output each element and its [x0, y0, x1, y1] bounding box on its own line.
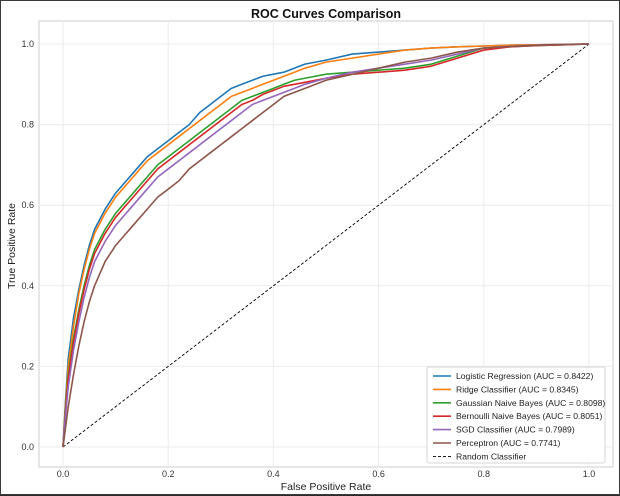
legend-entry: Ridge Classifier (AUC = 0.8345)	[456, 384, 579, 394]
legend-entry: Logistic Regression (AUC = 0.8422)	[456, 371, 593, 381]
legend-entry: SGD Classifier (AUC = 0.7989)	[456, 425, 575, 435]
tick-labels: 0.0 0.2 0.4 0.6 0.8 1.0 0.0 0.2 0.4 0.6 0.8 1.0	[21, 39, 595, 479]
series-line-4	[62, 43, 590, 448]
x-axis-title: False Positive Rate	[281, 481, 372, 493]
x-tick-label: 0.2	[162, 469, 175, 479]
legend-entry: Random Classifier	[456, 451, 526, 461]
series-line-1	[62, 43, 590, 448]
chart-title: ROC Curves Comparison	[251, 7, 401, 21]
y-tick-label: 0.0	[21, 442, 34, 452]
legend-entry: Perceptron (AUC = 0.7741)	[456, 438, 561, 448]
y-tick-label: 0.4	[21, 281, 34, 291]
series-layer	[62, 43, 590, 448]
x-tick-label: 1.0	[583, 469, 596, 479]
x-tick-label: 0.8	[478, 469, 491, 479]
y-axis-title: True Positive Rate	[6, 203, 18, 289]
x-tick-label: 0.6	[372, 469, 385, 479]
series-line-6	[62, 43, 590, 448]
series-line-2	[62, 43, 590, 448]
x-tick-label: 0.0	[57, 469, 70, 479]
series-line-3	[62, 43, 590, 448]
legend-box	[426, 366, 606, 464]
legend-entry: Gaussian Naive Bayes (AUC = 0.8098)	[456, 398, 605, 408]
y-tick-label: 0.2	[21, 361, 34, 371]
y-tick-label: 0.8	[21, 120, 34, 130]
x-tick-label: 0.4	[267, 469, 280, 479]
y-tick-label: 0.6	[21, 200, 34, 210]
legend-entry: Bernoulli Naive Bayes (AUC = 0.8051)	[456, 411, 603, 421]
series-line-5	[62, 43, 590, 448]
y-tick-label: 1.0	[21, 39, 34, 49]
legend: Logistic Regression (AUC = 0.8422) Ridge …	[426, 366, 606, 464]
